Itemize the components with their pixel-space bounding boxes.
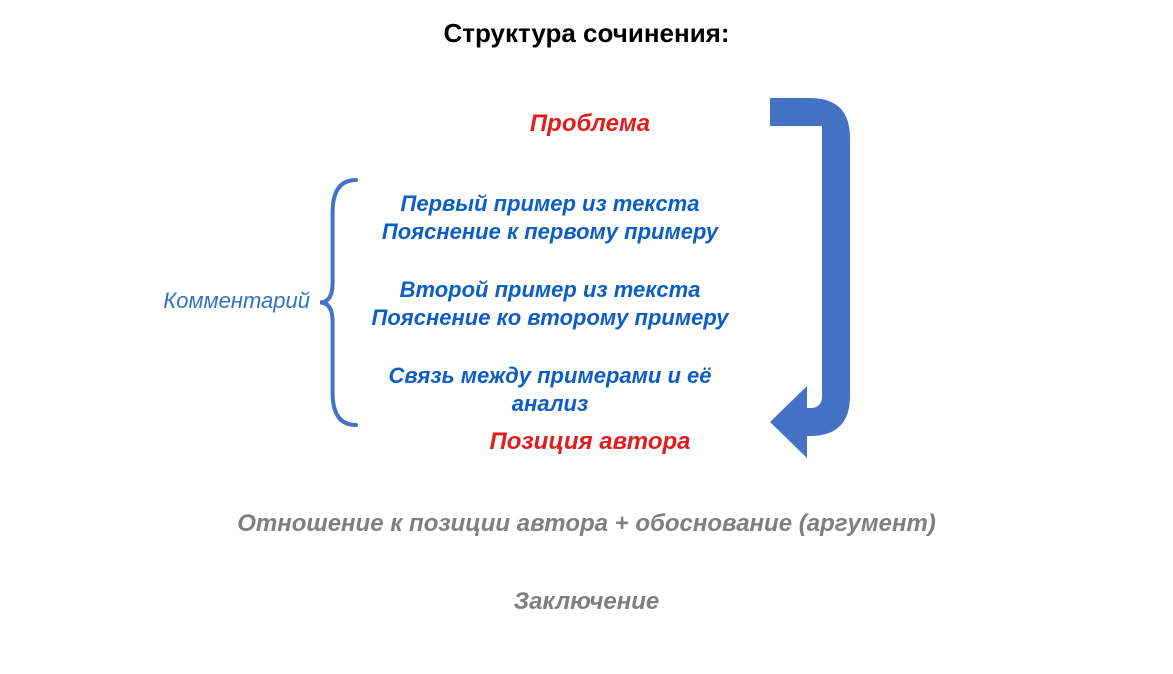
comment-line-3: Пояснение ко второму примеру (350, 304, 750, 332)
step-attitude: Отношение к позиции автора + обоснование… (0, 510, 1173, 538)
comment-line-4: Связь между примерами и её анализ (360, 362, 740, 417)
flow-arrow-icon (770, 98, 910, 458)
comment-line-2: Второй пример из текста (370, 276, 730, 304)
step-problem: Проблема (460, 110, 720, 138)
comment-line-1: Пояснение к первому примеру (360, 218, 740, 246)
curly-brace-icon (320, 180, 364, 433)
step-author-position: Позиция автора (440, 428, 740, 456)
diagram-title: Структура сочинения: (0, 18, 1173, 49)
comment-line-0: Первый пример из текста (370, 190, 730, 218)
comment-label: Комментарий (100, 288, 310, 314)
diagram-stage: Структура сочинения: Проблема Комментари… (0, 0, 1173, 674)
step-conclusion: Заключение (0, 588, 1173, 616)
